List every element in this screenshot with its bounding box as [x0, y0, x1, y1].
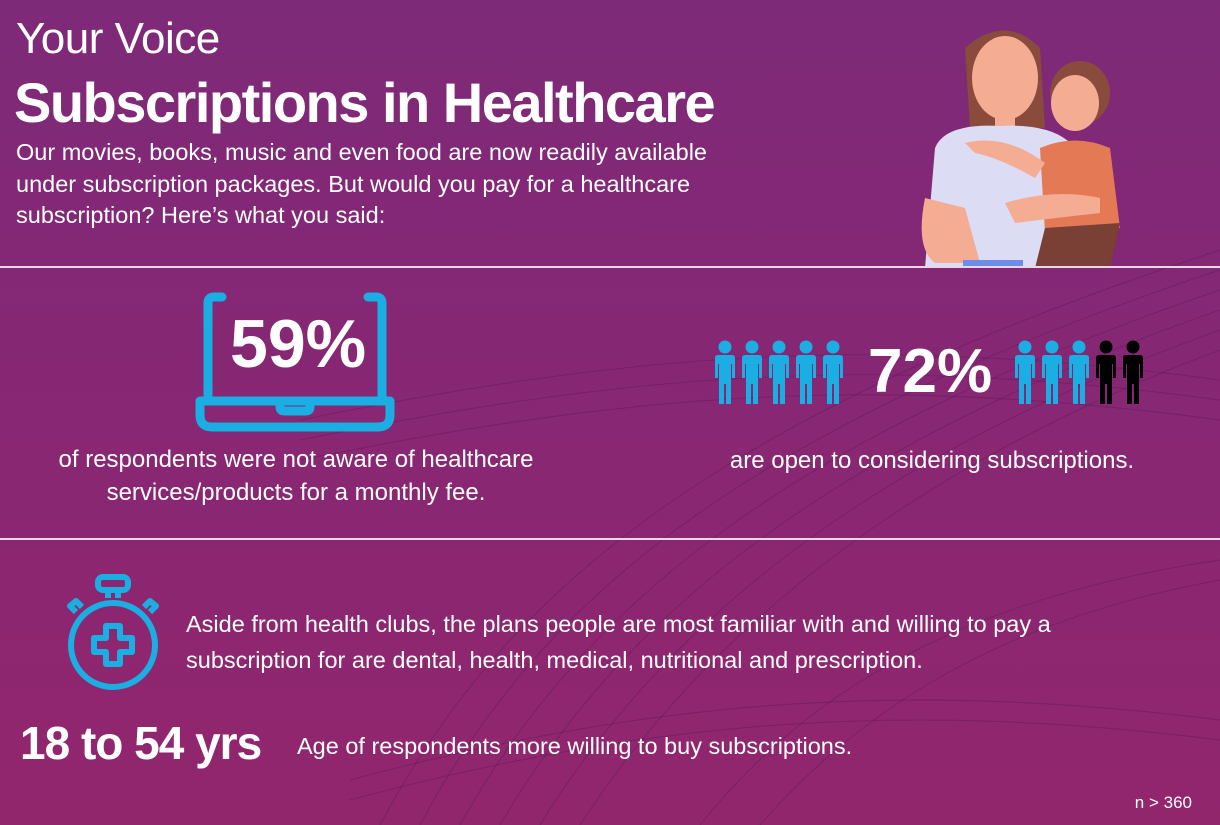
age-caption: Age of respondents more willing to buy s… [297, 733, 853, 759]
sample-size-footnote: n > 360 [1134, 793, 1192, 812]
page-title: Subscriptions in Healthcare [14, 71, 716, 134]
openness-caption: are open to considering subscriptions. [729, 447, 1135, 474]
awareness-caption: of respondents were not aware of healthc… [58, 446, 534, 506]
intro-paragraph: Our movies, books, music and even food a… [16, 139, 708, 228]
section-divider [0, 266, 1220, 268]
people-icon [1015, 340, 1143, 404]
stopwatch-medical-cross-icon [67, 574, 159, 690]
openness-value: 72% [868, 337, 993, 406]
age-range-value: 18 to 54 yrs [20, 717, 262, 769]
laptop-icon [195, 292, 395, 432]
section-divider [0, 538, 1220, 540]
people-icon [715, 340, 843, 404]
kicker-text: Your Voice [16, 14, 220, 63]
mother-holding-child-illustration [921, 30, 1120, 268]
awareness-value: 59% [230, 306, 367, 382]
plans-text: Aside from health clubs, the plans peopl… [186, 611, 1051, 673]
